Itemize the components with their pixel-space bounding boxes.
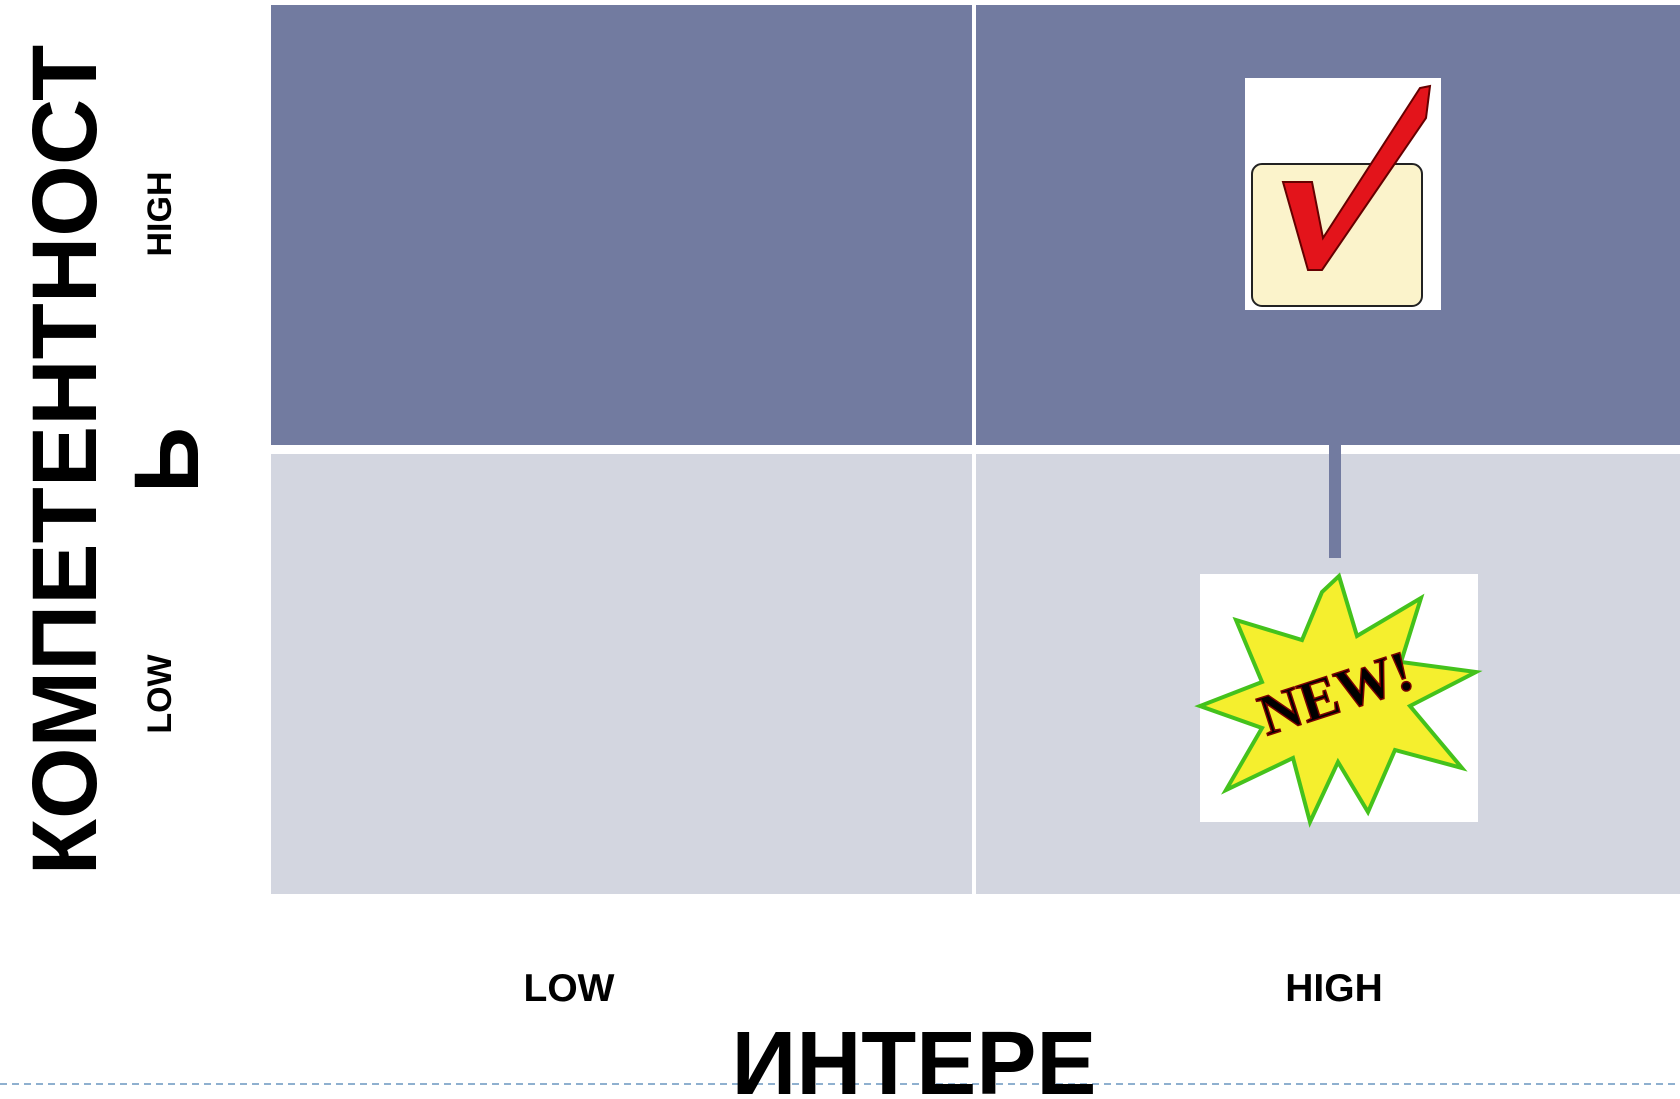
new-badge: NEW!: [1200, 574, 1478, 822]
quadrant-bottom-left: [271, 454, 972, 894]
connector: [1329, 445, 1341, 558]
y-axis-title: КОМПЕТЕНТНОСТ: [14, 45, 116, 875]
y-axis-title: Ь: [116, 427, 218, 493]
x-axis-label: LOW: [524, 967, 615, 1010]
y-axis-label: HIGH: [141, 172, 179, 257]
y-axis-label: LOW: [141, 653, 179, 733]
check-icon: [1245, 78, 1441, 310]
x-axis-title: ИНТЕРЕ: [732, 1014, 1097, 1099]
x-axis-label: HIGH: [1285, 967, 1383, 1010]
matrix-diagram: NEW! КОМПЕТЕНТНОСТ Ь HIGH LOW LOW HIGH И…: [0, 0, 1680, 1099]
quadrant-top-left: [271, 5, 972, 445]
